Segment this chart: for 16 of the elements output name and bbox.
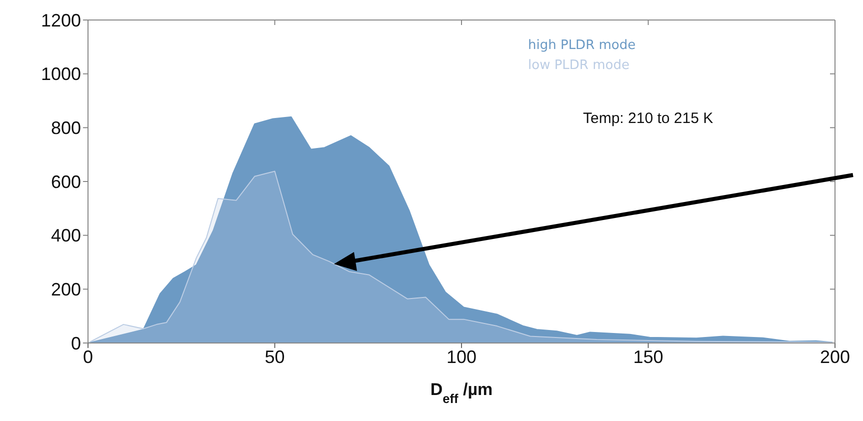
annotation: Temp: 210 to 215 K bbox=[583, 110, 714, 127]
y-tick-label: 200 bbox=[50, 280, 81, 300]
x-tick-label: 100 bbox=[446, 346, 477, 367]
y-tick-label: 1200 bbox=[40, 10, 81, 30]
text: high PLDR mode bbox=[528, 37, 636, 55]
x-axis-title: D$_{eff}$ /µm bbox=[430, 380, 493, 406]
y-tick-label: 600 bbox=[50, 172, 81, 192]
y-tick-label: 800 bbox=[50, 118, 81, 138]
x-tick-label: 50 bbox=[264, 346, 285, 367]
y-tick-label: 1000 bbox=[40, 64, 81, 84]
x-tick-label: 150 bbox=[633, 346, 664, 367]
y-tick-label: 400 bbox=[50, 226, 81, 246]
x-tick-label: 200 bbox=[820, 346, 850, 367]
x-tick-label: 0 bbox=[82, 346, 94, 367]
text: low PLDR mode bbox=[528, 57, 630, 75]
y-tick-label: 0 bbox=[70, 333, 81, 354]
